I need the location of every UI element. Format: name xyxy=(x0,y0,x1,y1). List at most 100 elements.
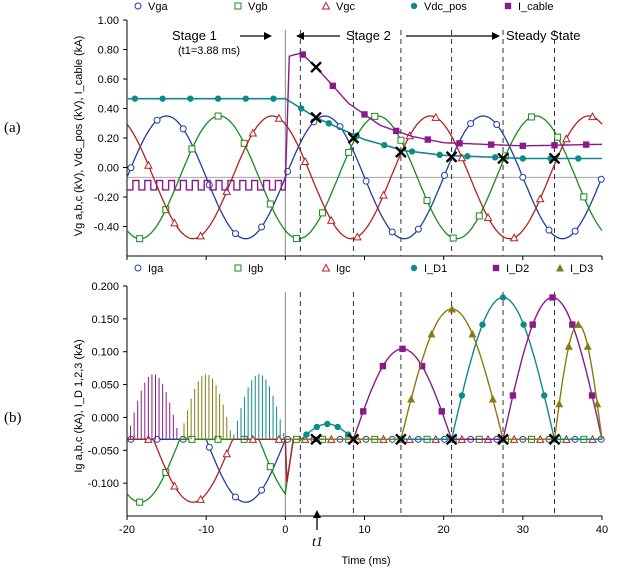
point-Vdc_pos xyxy=(325,120,333,127)
point-Vga xyxy=(571,227,579,235)
legend-marker xyxy=(134,2,142,10)
point-Vga xyxy=(414,225,422,233)
x-tick-label: 20 xyxy=(438,524,450,536)
legend-label: Vgb xyxy=(248,1,268,13)
point-Vga xyxy=(153,116,161,124)
y-tick-label: -0.20 xyxy=(94,192,119,204)
point-Igb xyxy=(214,435,222,443)
legend-label: Vgc xyxy=(336,1,355,13)
point-Vgb xyxy=(214,112,222,120)
point-Vgb xyxy=(528,113,536,121)
point-I_D3 xyxy=(593,399,602,408)
point-Vga xyxy=(362,177,370,185)
point-Igc xyxy=(196,494,205,503)
point-Igc xyxy=(274,434,284,443)
legend-marker xyxy=(321,263,331,272)
legend-label: Vga xyxy=(148,1,168,13)
point-Vga xyxy=(440,171,448,179)
point-Vgc xyxy=(196,231,205,240)
cross-marker xyxy=(445,433,458,446)
point-Vgb xyxy=(136,235,144,243)
point-I_cable xyxy=(361,111,368,118)
stage2-label: Stage 2 xyxy=(346,28,391,43)
point-I_D1 xyxy=(458,392,466,399)
point-Vgc xyxy=(300,156,310,165)
legend-label: I_cable xyxy=(518,1,553,13)
point-I_cable xyxy=(392,127,400,135)
y-tick-label: 0.60 xyxy=(98,74,119,86)
point-Vgb xyxy=(292,234,300,242)
legend-b: Iga Igb Igc I_D1 I_D2 I_D3 xyxy=(134,263,593,275)
point-Vgc xyxy=(588,112,597,121)
legend-label: Igb xyxy=(248,263,263,275)
legend-marker xyxy=(234,264,242,272)
legend-label: I_D1 xyxy=(424,263,447,275)
point-I_D1 xyxy=(479,321,486,328)
point-Vgc xyxy=(248,128,258,137)
y-tick-label: 0.20 xyxy=(98,133,119,145)
point-Vgb xyxy=(188,145,196,153)
point-Vgb xyxy=(580,193,588,201)
cross-marker xyxy=(497,152,509,165)
y-tick-label: 0.40 xyxy=(98,104,119,116)
point-Vgb xyxy=(319,209,327,217)
point-Igb xyxy=(136,498,144,506)
point-I_cable xyxy=(582,141,590,148)
point-Igc xyxy=(222,449,232,458)
legend-marker xyxy=(410,264,418,272)
point-I_cable xyxy=(456,140,463,147)
x-tick-label: 0 xyxy=(282,524,288,536)
cross-marker xyxy=(445,151,458,163)
point-I_D1 xyxy=(541,392,548,399)
point-I_D2 xyxy=(379,362,387,370)
cross-marker xyxy=(395,146,407,159)
point-I_D1 xyxy=(313,423,321,431)
y-tick-label: -0.40 xyxy=(94,222,119,234)
t1-label: t1 xyxy=(312,535,323,550)
x-tick-label: -20 xyxy=(119,524,135,536)
point-Vgb xyxy=(475,212,483,220)
point-Vgc xyxy=(509,233,519,242)
point-Vga xyxy=(388,228,396,236)
point-Vdc_pos xyxy=(408,148,416,155)
point-Vgc xyxy=(144,160,153,169)
point-Vgb xyxy=(423,197,431,205)
point-I_cable xyxy=(487,141,495,148)
point-I_D1 xyxy=(499,294,507,301)
point-Vgc xyxy=(562,134,571,143)
point-I_cable xyxy=(519,142,527,150)
y-tick-label: 0.00 xyxy=(98,163,119,175)
legend-marker xyxy=(556,264,564,272)
stage1-label: Stage 1 xyxy=(172,28,217,43)
legend-marker xyxy=(134,264,142,272)
series-I_D3 xyxy=(285,308,603,440)
point-Vgc xyxy=(457,153,467,162)
series-Vdc_pos xyxy=(127,97,602,160)
point-I_D2 xyxy=(529,321,536,328)
y-tick-label: 0.050 xyxy=(91,380,119,392)
point-I_D1 xyxy=(334,423,341,431)
point-Vgc xyxy=(431,112,441,121)
stage-arrows xyxy=(240,32,500,40)
cross-marker xyxy=(497,433,509,446)
point-Vgb xyxy=(345,148,353,156)
point-Vga xyxy=(127,164,135,172)
legend-label: I_D3 xyxy=(570,263,593,275)
panel-b-plot: 0.200 0.150 0.100 0.050 0.000 -0.050 -0.100 -20… xyxy=(88,281,608,536)
legend-marker xyxy=(504,2,512,10)
y-tick-label: 0.80 xyxy=(98,45,119,57)
point-I_D2 xyxy=(360,408,367,415)
point-Vgc xyxy=(274,113,284,122)
point-Vdc_pos xyxy=(187,95,194,102)
point-I_D3 xyxy=(555,399,564,408)
cross-marker xyxy=(310,61,322,74)
point-Vdc_pos xyxy=(297,105,305,112)
cross-marker xyxy=(347,132,360,144)
point-Vdc_pos xyxy=(242,95,249,102)
legend-marker xyxy=(321,1,331,10)
point-Igc xyxy=(248,434,258,443)
legend-label: Iga xyxy=(148,263,164,275)
legend-label: Vdc_pos xyxy=(424,1,467,13)
point-Vgb xyxy=(554,133,562,141)
